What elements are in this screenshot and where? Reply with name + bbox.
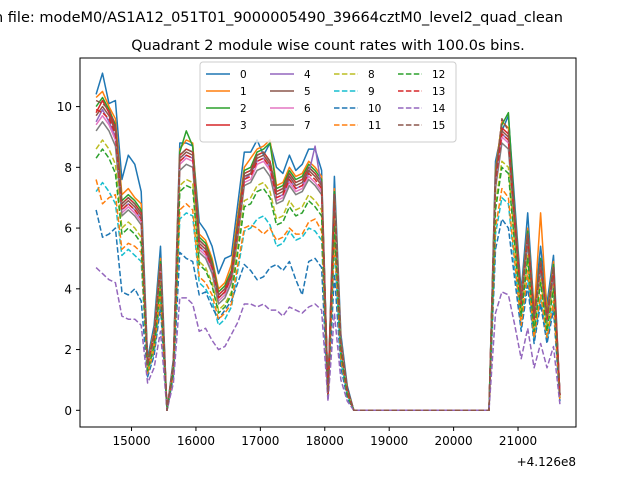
x-axis-offset-label: +4.126e8: [517, 455, 576, 469]
y-tick-label: 2: [64, 343, 72, 357]
x-tick-label: 21000: [499, 434, 537, 448]
legend-label-5: 5: [304, 86, 311, 98]
y-tick-label: 6: [64, 222, 72, 236]
y-tick-label: 0: [64, 404, 72, 418]
x-axis-ticks: 15000 16000 17000 18000 19000 20000 21000: [112, 427, 537, 448]
x-tick-label: 18000: [306, 434, 344, 448]
y-tick-label: 10: [57, 100, 72, 114]
legend-box: [199, 61, 457, 143]
chart-title: Quadrant 2 module wise count rates with …: [131, 38, 525, 54]
axes-frame: [79, 57, 577, 428]
x-tick-label: 20000: [435, 434, 473, 448]
legend-label-14: 14: [432, 103, 446, 115]
series-line-15: [95, 99, 561, 412]
plot-area: [79, 57, 577, 428]
legend-label-6: 6: [304, 103, 311, 115]
legend-label-11: 11: [368, 120, 381, 132]
y-tick-label: 8: [64, 161, 72, 175]
figure-suptitle: n file: modeM0/AS1A12_051T01_9000005490_…: [0, 10, 563, 26]
x-tick-label: 15000: [112, 434, 150, 448]
legend-label-4: 4: [304, 69, 311, 81]
legend-label-3: 3: [240, 120, 247, 132]
x-tick-label: 17000: [241, 434, 279, 448]
y-axis-ticks: 0 2 4 6 8 10: [57, 100, 80, 418]
legend-label-8: 8: [368, 69, 375, 81]
legend-label-9: 9: [368, 86, 375, 98]
x-tick-label: 19000: [370, 434, 408, 448]
legend-label-1: 1: [240, 86, 247, 98]
legend-label-0: 0: [240, 69, 247, 81]
legend-label-10: 10: [368, 103, 381, 115]
legend-label-7: 7: [304, 120, 311, 132]
x-tick-label: 16000: [177, 434, 215, 448]
series-group: [95, 72, 561, 412]
legend-label-13: 13: [432, 86, 445, 98]
legend-label-12: 12: [432, 69, 445, 81]
legend-label-15: 15: [432, 120, 445, 132]
y-tick-label: 4: [64, 282, 72, 296]
legend-label-2: 2: [240, 103, 247, 115]
